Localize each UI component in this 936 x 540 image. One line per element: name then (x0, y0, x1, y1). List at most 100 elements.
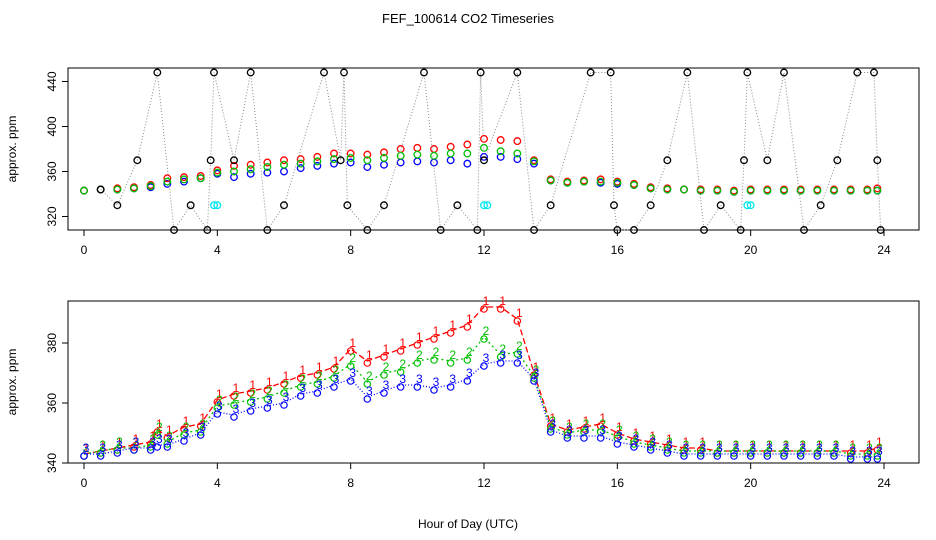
data-point (873, 156, 882, 165)
data-point (146, 182, 155, 191)
data-point (780, 452, 788, 460)
series-marker-label: 3 (866, 444, 873, 458)
x-tick-label: 20 (744, 243, 758, 257)
data-point (380, 353, 388, 361)
data-point (513, 359, 522, 367)
series-marker-label: 3 (876, 444, 883, 458)
data-point (513, 68, 522, 77)
data-point (380, 154, 388, 162)
series-marker-label: 3 (549, 417, 556, 431)
series-2 (80, 143, 882, 196)
data-point (496, 152, 505, 161)
data-point (463, 159, 472, 168)
series-marker-label: 1 (233, 381, 240, 395)
data-point (313, 380, 322, 388)
data-point (396, 145, 405, 153)
data-point (246, 389, 255, 397)
data-point (230, 167, 238, 176)
data-point (230, 161, 238, 170)
data-point (396, 347, 405, 355)
data-point (833, 156, 842, 165)
data-point (213, 168, 222, 177)
series-marker-label: 2 (166, 429, 173, 443)
data-point (746, 452, 755, 460)
series-marker-label: 2 (666, 435, 673, 449)
series-marker-label: 1 (549, 411, 556, 425)
data-point (346, 377, 355, 385)
data-point (696, 186, 705, 195)
data-point (206, 156, 215, 165)
data-point (580, 177, 588, 186)
chart-title: FEF_100614 CO2 Timeseries (382, 11, 554, 26)
series-marker-label: 3 (566, 423, 573, 437)
data-point (313, 161, 322, 170)
data-point (396, 158, 405, 167)
data-point (646, 184, 655, 193)
series-marker-label: 2 (83, 441, 90, 455)
series-marker-label: 3 (366, 384, 373, 398)
data-point (263, 386, 272, 394)
x-tick-label: 4 (214, 243, 221, 257)
data-point (463, 140, 472, 149)
data-point (396, 368, 405, 376)
series-marker-label: 1 (849, 438, 856, 452)
data-point (280, 156, 288, 165)
series-marker-label: 3 (183, 426, 190, 440)
series-marker-label: 1 (516, 306, 523, 320)
data-point (280, 380, 288, 388)
series-marker-label: 3 (583, 423, 590, 437)
data-point (863, 455, 872, 463)
series-marker-label: 1 (816, 438, 823, 452)
data-point (596, 434, 605, 442)
series-marker-label: 3 (233, 402, 240, 416)
data-point (446, 329, 455, 337)
data-point (863, 452, 872, 460)
data-point (413, 157, 422, 166)
series-marker-label: 3 (83, 441, 90, 455)
series-marker-label: 3 (599, 423, 606, 437)
series-marker-label: 1 (99, 438, 106, 452)
data-point (630, 440, 638, 448)
data-point (133, 156, 142, 165)
data-point (363, 395, 372, 403)
data-point (280, 201, 288, 210)
data-point (363, 163, 372, 171)
data-point (230, 413, 238, 421)
data-point (380, 160, 388, 169)
data-point (463, 149, 472, 158)
data-point (873, 452, 882, 460)
data-point (683, 68, 692, 77)
series-marker-label: 2 (799, 438, 806, 452)
data-point (846, 186, 855, 195)
data-point (313, 371, 322, 379)
series-marker-label: 3 (466, 366, 473, 380)
data-point (713, 449, 722, 457)
data-point (853, 68, 862, 77)
series-marker-label: 3 (99, 441, 106, 455)
data-point (246, 160, 255, 169)
y-tick-label: 440 (45, 71, 59, 91)
plot-frame-bottom (67, 300, 920, 464)
data-point (580, 434, 588, 442)
top-y-axis: 320 360 400 440 (45, 71, 68, 227)
series-marker-label: 2 (849, 441, 856, 455)
bottom-y-axis-label: approx. ppm (5, 349, 19, 416)
series-marker-label: 3 (116, 438, 123, 452)
series-marker-label: 1 (599, 411, 606, 425)
series-marker-label: 1 (866, 438, 873, 452)
data-point (730, 452, 738, 460)
data-point (170, 226, 178, 234)
series-marker-label: 1 (416, 330, 423, 344)
data-point (663, 446, 672, 454)
series-marker-label: 2 (366, 369, 373, 383)
data-point (496, 147, 505, 156)
data-point (363, 226, 372, 234)
data-point (680, 449, 688, 457)
series-marker-label: 3 (816, 441, 823, 455)
data-point (280, 389, 288, 397)
data-point (546, 425, 555, 433)
series-marker-label: 3 (249, 396, 256, 410)
data-point (763, 449, 772, 457)
series-marker-label: 2 (249, 387, 256, 401)
data-point (763, 186, 772, 195)
